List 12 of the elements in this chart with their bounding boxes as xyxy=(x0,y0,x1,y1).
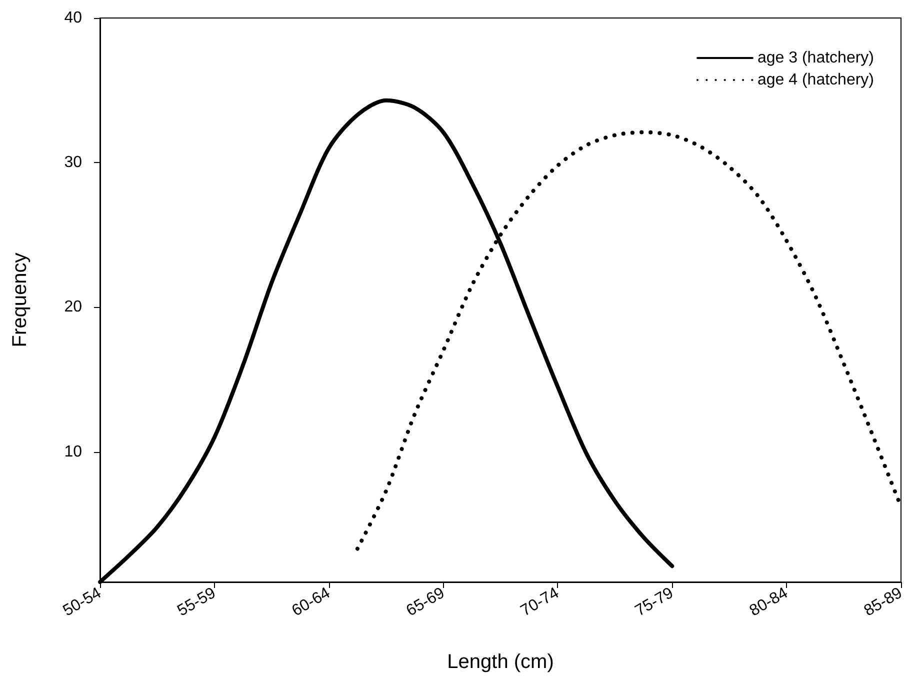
y-axis-title: Frequency xyxy=(9,252,31,348)
y-tick-label: 30 xyxy=(64,154,82,172)
x-tick-label: 65-69 xyxy=(404,584,448,620)
x-tick-label: 75-79 xyxy=(632,584,676,620)
y-tick-label: 10 xyxy=(64,443,82,460)
x-tick-label: 55-59 xyxy=(174,584,219,620)
legend-label: age 3 (hatchery) xyxy=(757,50,874,66)
legend-label: age 4 (hatchery) xyxy=(757,72,874,88)
x-axis-title: Length (cm) xyxy=(447,651,554,673)
x-tick-label: 85-89 xyxy=(861,584,906,620)
y-tick-label: 40 xyxy=(64,10,82,26)
y-tick-label: 20 xyxy=(64,298,82,316)
